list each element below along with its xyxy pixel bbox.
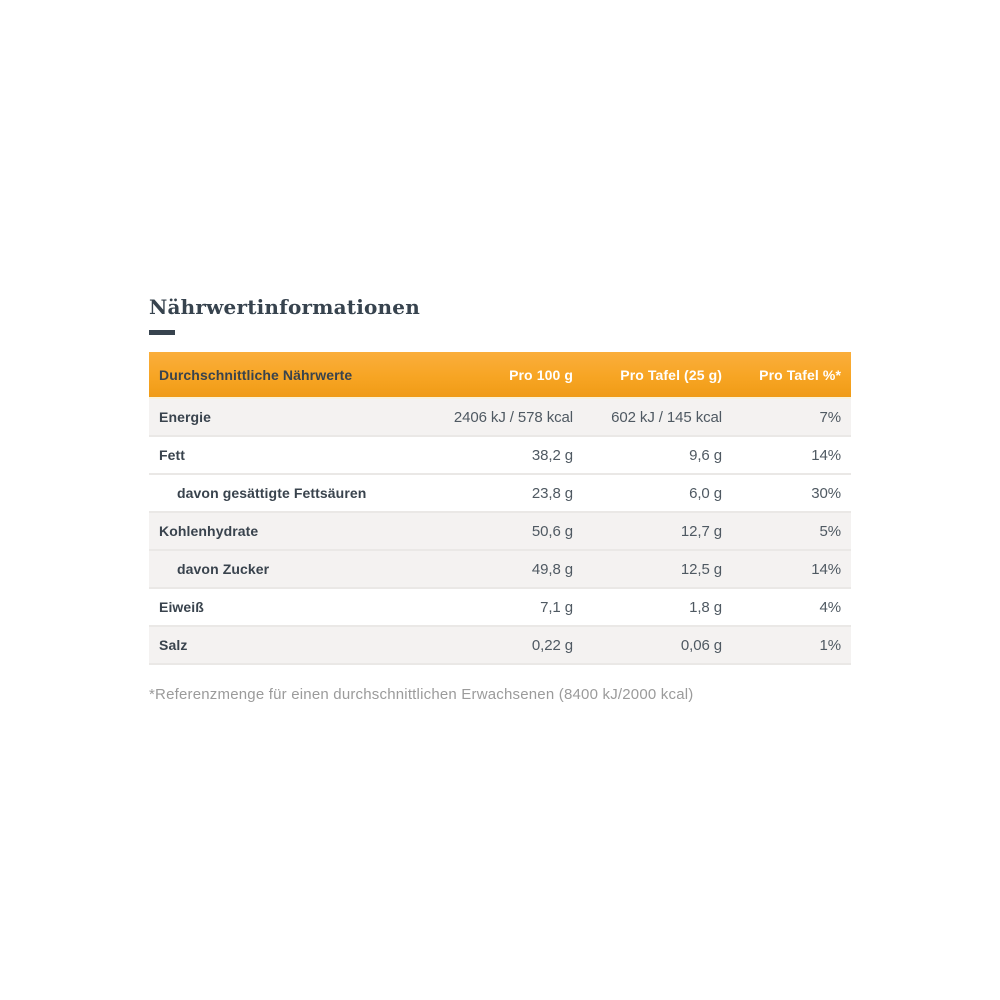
row-percent-value: 5% bbox=[819, 522, 841, 540]
row-label: Salz bbox=[159, 637, 188, 653]
row-label-indented: davon Zucker bbox=[177, 561, 270, 577]
row-per-100g-value: 23,8 g bbox=[531, 484, 573, 502]
table-header-row: Durchschnittliche Nährwerte Pro 100 g Pr… bbox=[149, 352, 851, 399]
table-row-salz: Salz 0,22 g 0,06 g 1% bbox=[149, 627, 851, 665]
table-row-gesaettigte-fettsaeuren: davon gesättigte Fettsäuren 23,8 g 6,0 g… bbox=[149, 475, 851, 513]
row-per-tafel-value: 602 kJ / 145 kcal bbox=[611, 408, 722, 426]
header-per-tafel-column: Pro Tafel (25 g) bbox=[620, 366, 722, 383]
row-label: Energie bbox=[159, 409, 212, 425]
section-title: Nährwertinformationen bbox=[149, 295, 420, 319]
row-per-100g-value: 7,1 g bbox=[540, 598, 573, 616]
table-row-zucker: davon Zucker 49,8 g 12,5 g 14% bbox=[149, 551, 851, 589]
header-per-tafel-percent-column: Pro Tafel %* bbox=[759, 366, 841, 383]
nutrition-table: Durchschnittliche Nährwerte Pro 100 g Pr… bbox=[149, 352, 851, 665]
row-per-100g-value: 0,22 g bbox=[531, 636, 573, 654]
table-row-energie: Energie 2406 kJ / 578 kcal 602 kJ / 145 … bbox=[149, 399, 851, 437]
row-per-100g-value: 49,8 g bbox=[531, 560, 573, 578]
table-row-eiweiss: Eiweiß 7,1 g 1,8 g 4% bbox=[149, 589, 851, 627]
row-per-tafel-value: 9,6 g bbox=[689, 446, 722, 464]
row-label: Kohlenhydrate bbox=[159, 523, 259, 539]
nutrition-info-section: Nährwertinformationen Durchschnittliche … bbox=[149, 296, 851, 703]
row-label-indented: davon gesättigte Fettsäuren bbox=[177, 485, 367, 501]
row-label: Eiweiß bbox=[159, 599, 204, 615]
row-label: Fett bbox=[159, 447, 186, 463]
row-percent-value: 14% bbox=[811, 560, 841, 578]
row-per-100g-value: 2406 kJ / 578 kcal bbox=[453, 408, 573, 426]
row-percent-value: 30% bbox=[811, 484, 841, 502]
table-row-kohlenhydrate: Kohlenhydrate 50,6 g 12,7 g 5% bbox=[149, 513, 851, 551]
row-percent-value: 14% bbox=[811, 446, 841, 464]
header-nutrients-column: Durchschnittliche Nährwerte bbox=[159, 366, 353, 383]
row-per-tafel-value: 6,0 g bbox=[689, 484, 722, 502]
row-percent-value: 1% bbox=[819, 636, 841, 654]
row-per-tafel-value: 12,7 g bbox=[680, 522, 722, 540]
row-per-tafel-value: 1,8 g bbox=[689, 598, 722, 616]
row-per-100g-value: 50,6 g bbox=[531, 522, 573, 540]
row-per-tafel-value: 12,5 g bbox=[680, 560, 722, 578]
row-percent-value: 4% bbox=[819, 598, 841, 616]
row-percent-value: 7% bbox=[819, 408, 841, 426]
row-per-100g-value: 38,2 g bbox=[531, 446, 573, 464]
table-row-fett: Fett 38,2 g 9,6 g 14% bbox=[149, 437, 851, 475]
row-per-tafel-value: 0,06 g bbox=[680, 636, 722, 654]
title-underline-bar bbox=[149, 330, 175, 335]
header-per-100g-column: Pro 100 g bbox=[509, 366, 573, 383]
reference-footnote: *Referenzmenge für einen durchschnittlic… bbox=[149, 686, 694, 703]
